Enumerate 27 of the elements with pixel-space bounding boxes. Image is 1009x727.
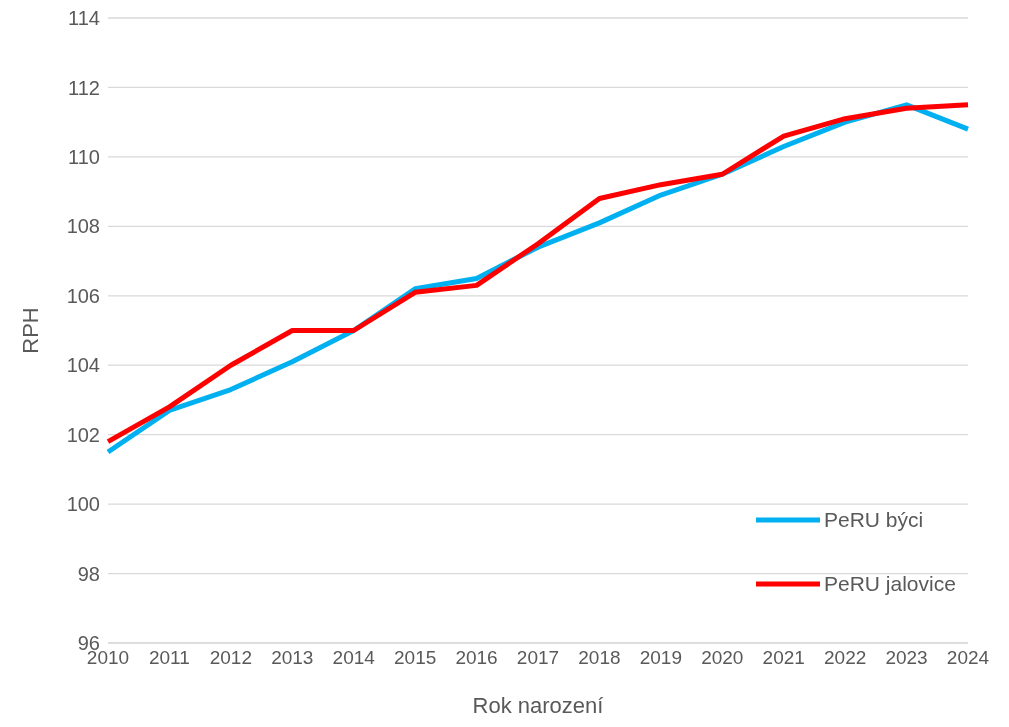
x-tick-label: 2018 [578, 647, 621, 669]
y-tick-label: 108 [66, 215, 100, 238]
y-tick-label: 102 [66, 423, 100, 446]
y-tick-label: 106 [66, 284, 100, 307]
x-tick-label: 2019 [639, 647, 682, 669]
y-tick-label: 100 [66, 493, 100, 516]
legend-label: PeRU jalovice [824, 572, 956, 596]
x-tick-label: 2014 [332, 647, 376, 669]
y-tick-label: 112 [68, 76, 100, 99]
legend-label: PeRU býci [824, 508, 924, 532]
x-tick-label: 2020 [701, 647, 744, 669]
x-tick-label: 2012 [209, 647, 252, 669]
y-tick-label: 104 [66, 354, 100, 377]
x-axis-title: Rok narození [472, 693, 604, 718]
y-tick-label: 110 [68, 145, 100, 168]
x-tick-label: 2021 [762, 647, 805, 669]
y-axis-title: RPH [17, 307, 43, 354]
x-tick-label: 2024 [946, 647, 990, 669]
x-tick-label: 2022 [824, 647, 867, 669]
x-tick-label: 2013 [271, 647, 314, 669]
x-tick-label: 2017 [516, 647, 560, 669]
x-tick-label: 2016 [455, 647, 498, 669]
x-tick-label: 2015 [394, 647, 437, 669]
x-tick-label: 2023 [885, 647, 928, 669]
x-tick-label: 2011 [149, 647, 190, 669]
y-tick-label: 114 [68, 7, 100, 30]
y-tick-label: 98 [77, 562, 100, 585]
